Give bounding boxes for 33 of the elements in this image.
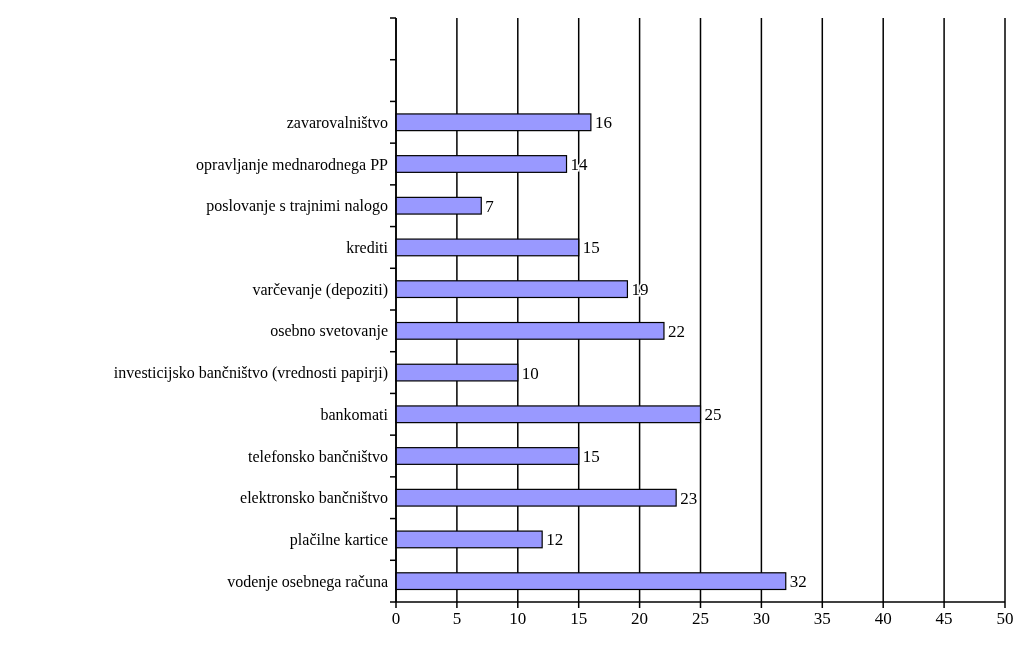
y-tick-label: elektronsko bančništvo: [240, 489, 388, 507]
data-label: 22: [667, 321, 685, 341]
x-tick-label: 20: [631, 609, 649, 628]
data-label: 23: [680, 488, 698, 508]
y-tick-label: telefonsko bančništvo: [248, 447, 388, 465]
data-label: 10: [521, 363, 539, 383]
x-tick-label: 0: [391, 609, 401, 628]
y-tick-label: plačilne kartice: [289, 531, 388, 550]
data-label: 16: [594, 113, 612, 133]
y-tick-label: poslovanje s trajnimi nalogo: [206, 197, 388, 216]
y-tick-label: vodenje osebnega računa: [227, 572, 388, 591]
data-label: 15: [582, 238, 600, 258]
x-tick-label: 25: [692, 609, 709, 628]
x-tick-label: 15: [570, 609, 588, 628]
y-tick-label: krediti: [346, 239, 389, 257]
x-tick-label: 40: [874, 609, 892, 628]
data-label: 25: [704, 405, 722, 425]
y-tick-label: osebno svetovanje: [270, 322, 388, 341]
data-label: 15: [582, 446, 600, 466]
data-label: 32: [789, 572, 807, 592]
x-tick-label: 5: [452, 609, 462, 628]
x-tick-label: 10: [509, 609, 527, 628]
x-tick-label: 50: [996, 609, 1014, 628]
y-tick-label: investicijsko bančništvo (vrednosti papirji): [113, 364, 388, 383]
y-tick-label: zavarovalništvo: [286, 113, 388, 131]
data-label: 12: [546, 530, 564, 550]
data-label: 7: [485, 196, 495, 216]
y-tick-label: varčevanje (depoziti): [252, 280, 388, 299]
y-tick-label: opravljanje mednarodnega PP: [196, 155, 389, 174]
x-tick-label: 35: [813, 609, 831, 628]
x-tick-label: 30: [752, 609, 770, 628]
y-tick-label: bankomati: [320, 405, 389, 423]
x-tick-label: 45: [935, 609, 953, 628]
